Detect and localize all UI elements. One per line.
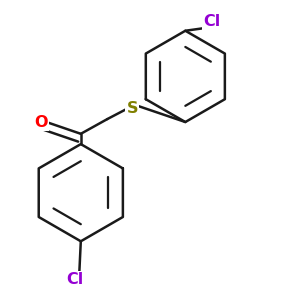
Text: O: O [34,115,48,130]
Text: Cl: Cl [66,272,83,287]
Text: Cl: Cl [203,14,220,29]
Text: S: S [127,101,138,116]
